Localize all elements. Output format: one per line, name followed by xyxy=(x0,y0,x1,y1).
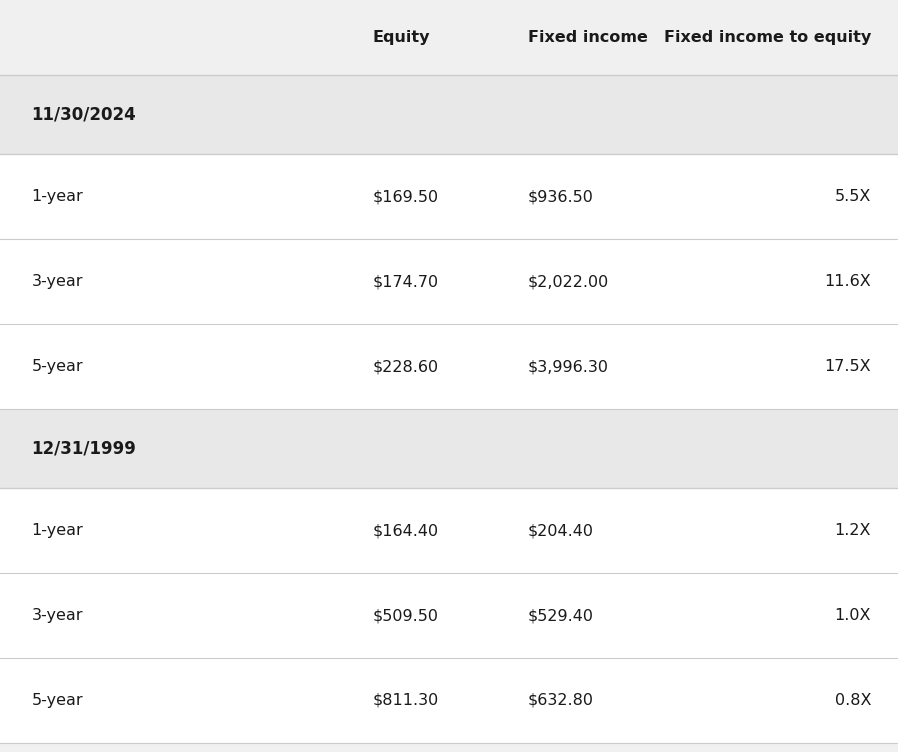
Bar xyxy=(0,239,898,324)
Text: $169.50: $169.50 xyxy=(373,190,439,204)
Text: $228.60: $228.60 xyxy=(373,359,439,374)
Text: 1-year: 1-year xyxy=(31,190,84,204)
Text: 1.2X: 1.2X xyxy=(834,523,871,538)
Text: 3-year: 3-year xyxy=(31,274,83,289)
Text: Equity: Equity xyxy=(373,30,430,45)
Text: $811.30: $811.30 xyxy=(373,693,439,708)
Text: 12/31/1999: 12/31/1999 xyxy=(31,440,136,457)
Text: 17.5X: 17.5X xyxy=(824,359,871,374)
Text: $2,022.00: $2,022.00 xyxy=(528,274,609,289)
Bar xyxy=(0,488,898,573)
Text: $164.40: $164.40 xyxy=(373,523,439,538)
Bar xyxy=(0,573,898,658)
Text: 5-year: 5-year xyxy=(31,359,83,374)
Text: 1-year: 1-year xyxy=(31,523,84,538)
Bar xyxy=(0,409,898,488)
Text: Fixed income: Fixed income xyxy=(528,30,647,45)
Text: $174.70: $174.70 xyxy=(373,274,439,289)
Bar xyxy=(0,743,898,752)
Text: $632.80: $632.80 xyxy=(528,693,594,708)
Text: 11/30/2024: 11/30/2024 xyxy=(31,106,136,123)
Bar xyxy=(0,75,898,154)
Text: 1.0X: 1.0X xyxy=(834,608,871,623)
Text: 5-year: 5-year xyxy=(31,693,83,708)
Text: $936.50: $936.50 xyxy=(528,190,594,204)
Text: 5.5X: 5.5X xyxy=(834,190,871,204)
Bar xyxy=(0,658,898,743)
Text: 11.6X: 11.6X xyxy=(824,274,871,289)
Text: 0.8X: 0.8X xyxy=(834,693,871,708)
Text: $529.40: $529.40 xyxy=(528,608,594,623)
Bar xyxy=(0,154,898,239)
Text: $509.50: $509.50 xyxy=(373,608,438,623)
Text: 3-year: 3-year xyxy=(31,608,83,623)
Text: $3,996.30: $3,996.30 xyxy=(528,359,609,374)
Bar xyxy=(0,0,898,75)
Text: $204.40: $204.40 xyxy=(528,523,594,538)
Bar xyxy=(0,324,898,409)
Text: Fixed income to equity: Fixed income to equity xyxy=(664,30,871,45)
